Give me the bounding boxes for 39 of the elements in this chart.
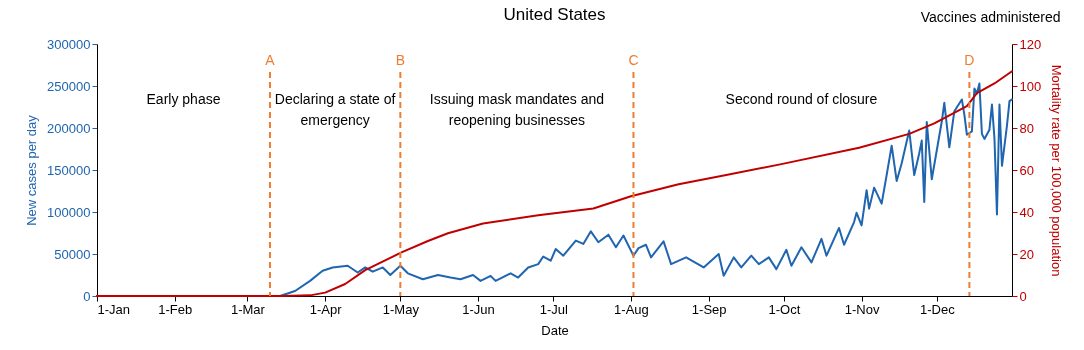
y2-tick-label: 40 [1019, 204, 1034, 220]
x-tick-label: 1-Jul [539, 301, 568, 317]
y-tick-label: 300000 [47, 36, 91, 52]
x-tick-label: 1-Mar [230, 301, 266, 317]
x-tick-label: 1-Oct [768, 301, 801, 317]
x-tick-label: 1-Jun [462, 301, 495, 317]
x-tick-label: 1-Jan [97, 301, 131, 317]
annotation: Declaring a state of emergency [274, 91, 396, 128]
annotation: Early phase [146, 91, 221, 107]
annotation: Second round of closure [725, 91, 878, 107]
x-axis-title: Date [541, 322, 569, 338]
x-tick-label: 1-Aug [614, 301, 649, 317]
y2-tick-label: 100 [1019, 78, 1042, 94]
ref-line-label: D [964, 52, 975, 68]
x-tick-label: 1-May [382, 301, 420, 317]
y2-tick-label: 0 [1019, 288, 1027, 304]
y-axis-title: New cases per day [24, 114, 40, 226]
ref-line-label: C [628, 52, 639, 68]
ref-line-label: A [265, 52, 276, 68]
y-tick-label: 50000 [54, 246, 91, 262]
ref-line-label: B [395, 52, 405, 68]
text: Vaccines administered [920, 9, 1061, 25]
y-tick-label: 0 [83, 288, 91, 304]
x-tick-label: 1-Dec [919, 301, 956, 317]
y-tick-label: 150000 [47, 162, 91, 178]
y2-tick-label: 20 [1019, 246, 1034, 262]
chart-title: United States [503, 5, 606, 24]
annotation: Issuing mask mandates and reopening businesses [429, 91, 605, 128]
y-tick-label: 100000 [47, 204, 91, 220]
x-tick-label: 1-Apr [309, 301, 343, 317]
y2-tick-label: 120 [1019, 36, 1042, 52]
x-tick-label: 1-Nov [844, 301, 880, 317]
x-tick-label: 1-Feb [158, 301, 193, 317]
y2-tick-label: 60 [1019, 162, 1034, 178]
y2-axis-title: Mortality rate per 100,000 population [1049, 64, 1065, 277]
y-tick-label: 200000 [47, 120, 91, 136]
y2-tick-label: 80 [1019, 120, 1034, 136]
y-tick-label: 250000 [47, 78, 91, 94]
x-tick-label: 1-Sep [691, 301, 727, 317]
